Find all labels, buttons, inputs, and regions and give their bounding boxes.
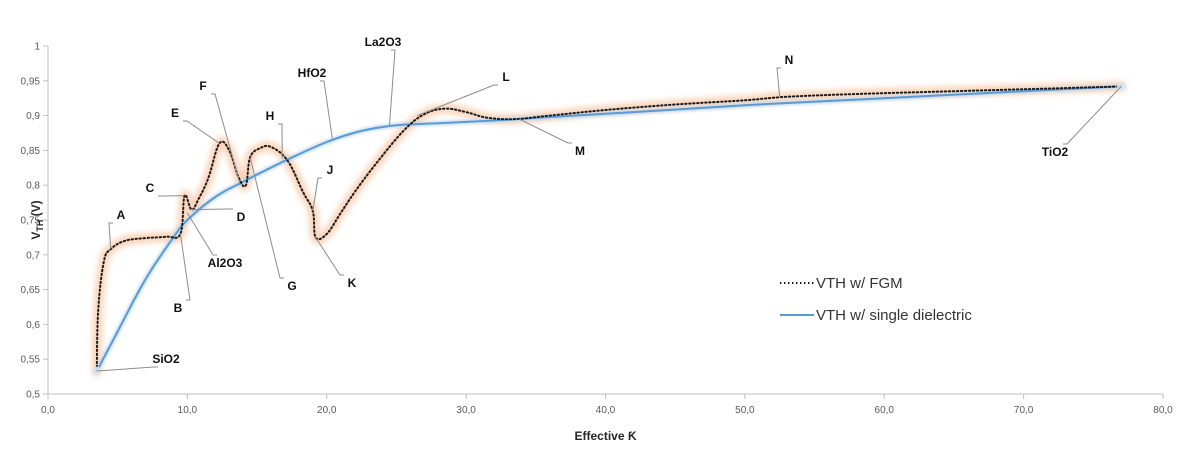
annotation-label: H	[266, 109, 275, 123]
annotation-leader-line	[211, 93, 241, 186]
x-tick-label: 20,0	[317, 405, 337, 416]
annotation-leader-line	[183, 120, 220, 144]
annotation-label: F	[199, 79, 206, 93]
annotation-leader-line	[776, 67, 781, 97]
annotation-label: M	[575, 144, 585, 158]
annotation-label: L	[502, 70, 509, 84]
y-axis-title-sub: TH	[35, 220, 45, 232]
x-tick-label: 10,0	[178, 405, 198, 416]
y-tick-label: 0,8	[26, 181, 40, 192]
legend-label: VTH w/ single dielectric	[816, 307, 972, 324]
x-tick-label: 80,0	[1153, 405, 1173, 416]
annotation-leader-line	[249, 157, 284, 279]
x-tick-label: 30,0	[456, 405, 476, 416]
annotation-leader-line	[108, 222, 113, 250]
y-tick-label: 0,9	[26, 111, 40, 122]
annotation-leader-line	[96, 366, 158, 372]
annotation-leader-line	[312, 177, 322, 212]
annotation-label: A	[117, 208, 126, 222]
x-tick-label: 60,0	[875, 405, 895, 416]
y-tick-label: 0,65	[21, 285, 41, 296]
x-tick-label: 70,0	[1014, 405, 1034, 416]
annotation-label: Al2O3	[208, 256, 243, 270]
y-axis-title-unit: (V)	[29, 200, 43, 219]
single-series-glow	[94, 83, 1124, 374]
single-series-line	[95, 85, 1123, 372]
y-tick-label: 0,7	[26, 250, 40, 261]
y-tick-label: 0,55	[21, 355, 41, 366]
x-tick-label: 40,0	[596, 405, 616, 416]
annotation-leader-line	[320, 80, 333, 139]
annotation-leader-line	[518, 118, 572, 144]
fgm-series-glow	[91, 81, 1127, 376]
annotation-leader-line	[1063, 86, 1122, 145]
annotation-leader-line	[417, 84, 498, 117]
annotation-leader-line	[315, 237, 344, 276]
annotation-leader-line	[179, 233, 191, 301]
annotation-label: B	[174, 301, 183, 315]
annotation-label: K	[348, 276, 357, 290]
x-tick-label: 0,0	[41, 405, 55, 416]
fgm-series-line	[95, 85, 1123, 372]
annotation-label: E	[171, 106, 179, 120]
legend-label: VTH w/ FGM	[816, 275, 903, 292]
y-tick-label: 0,5	[26, 390, 40, 401]
annotation-leader-line	[389, 49, 396, 126]
y-tick-label: 0,6	[26, 320, 40, 331]
axes: 0,0 10,0 20,0 30,0 40,0 50,0 60,0 70,0 80,0 0,5 0,…	[21, 42, 1174, 417]
annotation-label: C	[146, 181, 155, 195]
annotation-label: La2O3	[365, 35, 402, 49]
x-axis-title: Effective Ƙ	[574, 429, 636, 443]
annotation-label: HfO2	[298, 66, 327, 80]
series-endpoint-marker	[92, 366, 102, 376]
y-tick-label: 0,95	[21, 76, 41, 87]
y-axis-title-main: V	[29, 232, 43, 240]
y-tick-label: 0,75	[21, 216, 41, 227]
y-axis-title: VTH (V)	[29, 200, 45, 239]
annotation-label: SiO2	[152, 352, 180, 366]
annotation-label: J	[327, 163, 334, 177]
y-tick-label: 0,85	[21, 146, 41, 157]
annotation-label: N	[785, 53, 794, 67]
point-labels: A B C D E F G H J K L M N SiO2 Al2O3 HfO2 La2O3 TiO2	[96, 35, 1122, 372]
annotation-leader-line	[278, 123, 283, 159]
annotation-leader-line	[191, 208, 233, 211]
y-tick-label: 1	[34, 42, 40, 53]
annotation-leader-line	[186, 212, 217, 256]
legend: VTH w/ FGM VTH w/ single dielectric	[780, 275, 972, 324]
annotation-label: D	[237, 210, 246, 224]
plot-series	[91, 81, 1127, 376]
annotation-label: TiO2	[1042, 145, 1069, 159]
x-tick-label: 50,0	[735, 405, 755, 416]
annotation-label: G	[287, 279, 296, 293]
